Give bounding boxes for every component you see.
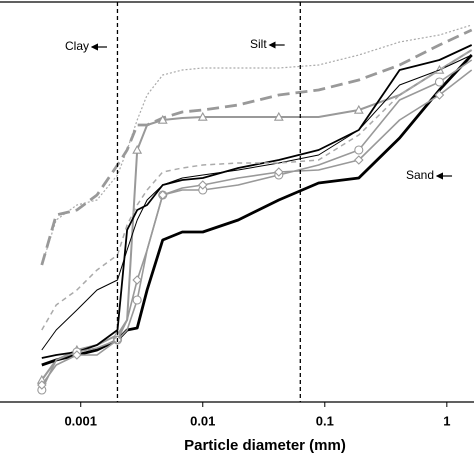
marker	[273, 111, 284, 121]
marker	[434, 77, 444, 87]
x-tick-label: 0.001	[64, 413, 97, 428]
data-line	[40, 28, 473, 266]
data-line	[41, 59, 473, 391]
marker	[197, 111, 208, 121]
x-axis-label: Particle diameter (mm)	[184, 437, 346, 454]
marker	[354, 155, 364, 165]
marker	[157, 114, 168, 124]
x-tick-label: 0.01	[190, 413, 215, 428]
marker	[274, 167, 284, 177]
data-line	[41, 44, 473, 359]
annotation: Sand	[406, 168, 434, 182]
plot-area	[36, 24, 473, 395]
x-tick-label: 0.1	[316, 413, 334, 428]
data-line	[41, 69, 473, 386]
data-line	[41, 49, 473, 331]
data-line	[41, 54, 472, 351]
marker	[354, 145, 364, 155]
x-tick-label: 1	[443, 413, 450, 428]
annotation: Silt	[250, 37, 267, 51]
marker	[72, 350, 82, 360]
marker	[157, 190, 168, 200]
marker	[132, 275, 142, 285]
marker	[353, 104, 364, 114]
data-line	[41, 54, 473, 367]
marker	[132, 144, 143, 154]
marker	[197, 180, 208, 190]
data-line	[40, 49, 473, 381]
marker	[132, 295, 142, 305]
marker	[434, 90, 445, 100]
marker	[37, 380, 47, 390]
data-line	[41, 24, 472, 266]
annotation: Clay	[65, 39, 89, 53]
